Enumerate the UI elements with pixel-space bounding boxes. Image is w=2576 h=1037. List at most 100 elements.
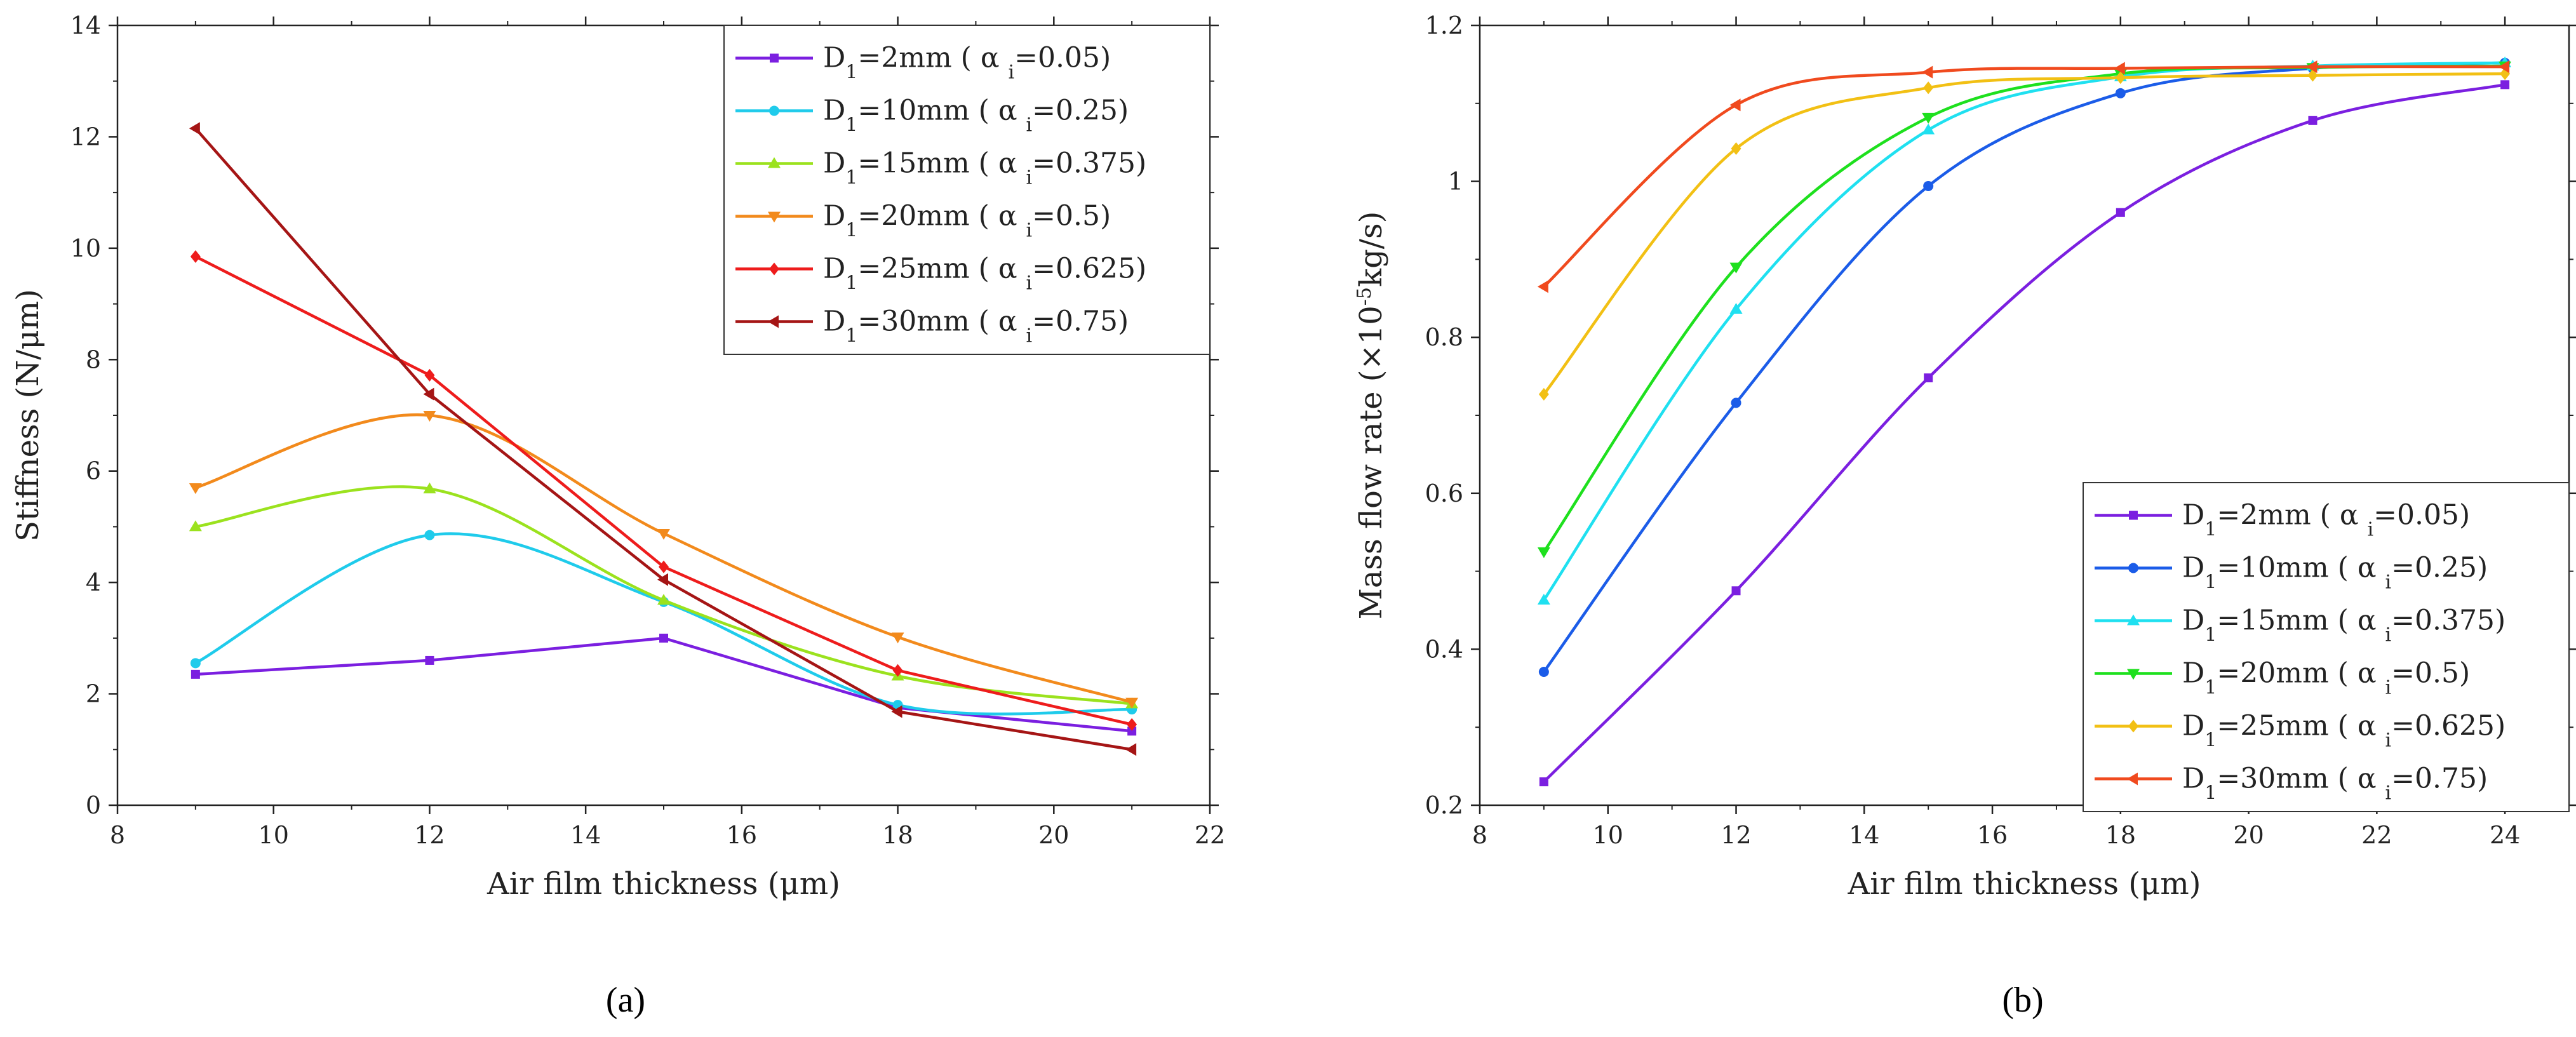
data-point — [423, 482, 436, 493]
data-point — [423, 387, 434, 401]
y-tick-label: 10 — [70, 234, 101, 262]
legend-label-main: D — [2182, 552, 2204, 584]
legend-label-tail: =0.625) — [2391, 710, 2506, 742]
x-tick-label: 16 — [1977, 821, 2008, 849]
legend-label-sub2: i — [1026, 324, 1033, 347]
y-tick-label: 2 — [86, 680, 101, 708]
data-point — [1127, 726, 1137, 736]
legend-swatch-marker — [769, 262, 779, 276]
y-tick-label: 0.4 — [1425, 635, 1463, 663]
legend-item: D1=15mm ( α i=0.375) — [735, 147, 1146, 189]
panel-label-b: (b) — [2002, 980, 2043, 1020]
series-5 — [1537, 60, 2510, 293]
legend-label-mid: =10mm ( α — [2217, 552, 2385, 584]
legend-item: D1=30mm ( α i=0.75) — [735, 305, 1129, 347]
legend-item: D1=20mm ( α i=0.5) — [735, 200, 1111, 241]
data-point — [2115, 71, 2126, 84]
legend-swatch-marker — [2128, 563, 2138, 573]
legend-label-sub2: i — [1009, 61, 1015, 83]
legend-swatch-marker — [2127, 614, 2140, 626]
legend-label-sub: 1 — [845, 324, 857, 347]
legend-label-tail: =0.5) — [1032, 200, 1111, 232]
data-point — [892, 664, 903, 677]
data-point — [891, 632, 904, 644]
legend-label-mid: =20mm ( α — [2217, 657, 2385, 690]
data-point — [2307, 69, 2318, 82]
data-point — [657, 594, 670, 605]
data-point — [190, 658, 201, 669]
legend-label-sub: 1 — [845, 114, 857, 136]
x-tick-label: 16 — [727, 821, 757, 849]
legend-label-sub: 1 — [845, 219, 857, 241]
legend-label-main: D — [823, 95, 845, 127]
legend-label: D1=25mm ( α i=0.625) — [823, 253, 1146, 295]
legend-item: D1=25mm ( α i=0.625) — [735, 253, 1146, 295]
legend-label-mid: =2mm ( α — [2217, 499, 2367, 532]
x-tick-label: 24 — [2490, 821, 2520, 849]
series-line — [1543, 83, 2506, 783]
series-line — [1543, 65, 2506, 288]
legend-label: D1=15mm ( α i=0.375) — [823, 147, 1146, 189]
series-3 — [189, 411, 1139, 709]
legend-label-sub: 1 — [2204, 571, 2217, 593]
data-point — [2114, 62, 2125, 75]
chart-b: 8 10 12 14 16 18 20 22 24 0.2 0.4 0.6 0.8 1 1.2 Air fil… — [1353, 11, 2576, 902]
x-tick-label: 12 — [1721, 821, 1751, 849]
y-tick-label: 8 — [86, 345, 101, 373]
x-axis-label: Air film thickness (μm) — [1848, 866, 2201, 902]
series-4 — [1538, 67, 2511, 401]
legend-label-tail: =0.05) — [2373, 499, 2470, 532]
x-tick-label: 8 — [1472, 821, 1487, 849]
data-point — [423, 411, 436, 422]
legend-swatch-marker — [770, 53, 779, 63]
y-axis-label-text: Stiffness (N/μm) — [10, 289, 46, 542]
data-point — [1125, 697, 1139, 709]
data-point — [2308, 116, 2318, 125]
legend-box — [723, 25, 1211, 355]
legend-label-main: D — [823, 200, 845, 232]
data-point — [659, 633, 668, 643]
legend-label-sub: 1 — [2204, 782, 2217, 804]
legend-label-tail: =0.625) — [1032, 253, 1146, 285]
legend-item: D1=2mm ( α i=0.05) — [735, 42, 1111, 83]
series-line — [195, 636, 1132, 733]
legend-item: D1=10mm ( α i=0.25) — [2095, 552, 2488, 593]
legend-label-sub: 1 — [2204, 676, 2217, 699]
data-point — [1731, 586, 1741, 596]
data-point — [657, 573, 668, 586]
series-4 — [190, 250, 1137, 731]
legend-item: D1=20mm ( α i=0.5) — [2095, 657, 2470, 699]
legend-swatch-marker — [2129, 511, 2138, 520]
legend-label: D1=20mm ( α i=0.5) — [2182, 657, 2470, 699]
legend-swatch-marker — [2128, 719, 2138, 733]
legend-item: D1=25mm ( α i=0.625) — [2095, 710, 2506, 751]
x-tick-label: 10 — [258, 821, 289, 849]
y-tick-label: 0.6 — [1425, 479, 1463, 507]
x-tick-label: 14 — [570, 821, 601, 849]
legend-label-sub: 1 — [845, 272, 857, 294]
x-tick-label: 20 — [1038, 821, 1069, 849]
legend-item: D1=10mm ( α i=0.25) — [735, 95, 1129, 136]
legend-label: D1=30mm ( α i=0.75) — [2182, 763, 2488, 805]
x-axis-label: Air film thickness (μm) — [486, 866, 840, 902]
data-point — [1923, 81, 1934, 95]
legend-label-sub2: i — [2385, 571, 2392, 593]
data-point — [189, 122, 200, 135]
y-tick-label: 0.2 — [1425, 791, 1463, 819]
data-point — [2306, 60, 2318, 74]
legend-swatch-marker — [2127, 772, 2138, 786]
legend-item: D1=30mm ( α i=0.75) — [2095, 763, 2488, 805]
data-point — [1923, 180, 1934, 191]
data-point — [190, 250, 201, 264]
legend-label-tail: =0.375) — [1032, 147, 1146, 180]
legend-label-sub: 1 — [845, 166, 857, 189]
x-tick-label: 18 — [2105, 821, 2136, 849]
legend-label-mid: =15mm ( α — [2217, 605, 2385, 637]
legend-label-tail: =0.375) — [2391, 605, 2506, 637]
legend-swatch-marker — [768, 315, 779, 328]
legend-label-sub2: i — [1026, 114, 1033, 136]
data-point — [189, 483, 202, 495]
data-point — [1538, 387, 1549, 401]
legend-swatch-marker — [2127, 669, 2140, 680]
legend-label-sub2: i — [2385, 782, 2392, 804]
